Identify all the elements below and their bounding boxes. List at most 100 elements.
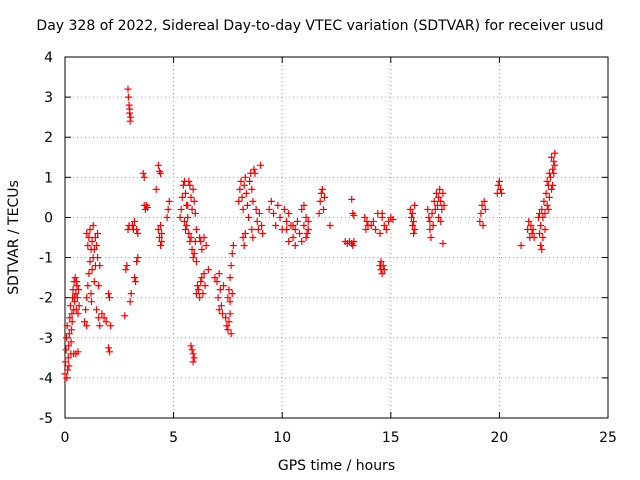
data-point xyxy=(92,306,100,314)
data-point xyxy=(545,169,553,177)
data-point xyxy=(65,362,73,370)
data-point xyxy=(283,217,291,225)
data-point xyxy=(256,161,264,169)
data-point xyxy=(224,326,232,334)
data-point xyxy=(94,229,102,237)
data-point xyxy=(326,221,334,229)
data-point xyxy=(65,342,73,350)
data-point xyxy=(236,185,244,193)
data-point xyxy=(66,302,74,310)
data-point xyxy=(363,217,371,225)
data-point xyxy=(376,229,384,237)
data-point xyxy=(410,229,418,237)
data-point xyxy=(128,221,136,229)
data-point xyxy=(272,221,280,229)
data-point xyxy=(238,193,246,201)
x-tick-label: 15 xyxy=(382,430,400,446)
data-point xyxy=(252,205,260,213)
data-point xyxy=(527,221,535,229)
data-point xyxy=(68,310,76,318)
data-point xyxy=(350,211,358,219)
data-point xyxy=(202,242,210,250)
data-point xyxy=(88,238,96,246)
data-point xyxy=(85,270,93,278)
data-point xyxy=(293,217,301,225)
data-point xyxy=(250,165,258,173)
data-point xyxy=(216,286,224,294)
data-point xyxy=(63,374,71,382)
y-tick-label: -5 xyxy=(39,411,53,427)
data-point xyxy=(369,217,377,225)
data-point xyxy=(349,242,357,250)
data-point xyxy=(529,225,537,233)
data-point xyxy=(192,290,200,298)
data-point xyxy=(180,217,188,225)
data-point xyxy=(223,322,231,330)
data-point xyxy=(426,217,434,225)
data-point xyxy=(182,189,190,197)
data-point xyxy=(479,221,487,229)
data-point xyxy=(88,266,96,274)
data-point xyxy=(300,201,308,209)
y-axis-label: SDTVAR / TECUs xyxy=(6,180,22,295)
data-point xyxy=(298,205,306,213)
data-point xyxy=(548,153,556,161)
grid-lines xyxy=(65,57,608,418)
y-tick-label: 2 xyxy=(44,130,53,146)
data-point xyxy=(280,205,288,213)
data-point xyxy=(64,354,72,362)
data-point xyxy=(186,181,194,189)
data-point xyxy=(84,282,92,290)
data-point xyxy=(198,274,206,282)
data-point xyxy=(372,225,380,233)
data-point xyxy=(189,350,197,358)
y-tick-label: -2 xyxy=(39,291,53,307)
data-point xyxy=(225,286,233,294)
data-point xyxy=(133,258,141,266)
data-point xyxy=(72,306,80,314)
data-series-sdtvar xyxy=(61,85,559,382)
data-point xyxy=(429,221,437,229)
data-point xyxy=(183,221,191,229)
data-point xyxy=(67,338,75,346)
data-point xyxy=(68,326,76,334)
data-point xyxy=(74,310,82,318)
data-point xyxy=(140,173,148,181)
x-tick-label: 25 xyxy=(599,430,617,446)
data-point xyxy=(190,197,198,205)
data-point xyxy=(126,298,134,306)
x-tick-label: 0 xyxy=(61,430,70,446)
data-point xyxy=(200,234,208,241)
data-point xyxy=(228,290,236,298)
data-point xyxy=(424,205,432,213)
data-point xyxy=(389,215,397,223)
data-point xyxy=(107,322,115,330)
data-point xyxy=(440,201,448,209)
chart-title: Day 328 of 2022, Sidereal Day-to-day VTE… xyxy=(36,18,604,34)
data-point xyxy=(289,234,297,241)
data-point xyxy=(63,334,71,342)
y-tick-label: -3 xyxy=(39,331,53,347)
data-point xyxy=(189,185,197,193)
data-point xyxy=(84,242,92,250)
data-point xyxy=(430,197,438,205)
data-point xyxy=(498,189,506,197)
data-point xyxy=(83,322,91,330)
data-point xyxy=(289,221,297,229)
data-point xyxy=(538,205,546,213)
data-point xyxy=(187,234,195,241)
data-point xyxy=(155,234,163,241)
data-point xyxy=(127,113,135,121)
data-point xyxy=(62,346,70,354)
data-point xyxy=(436,185,444,193)
data-point xyxy=(433,201,441,209)
plot-frame xyxy=(64,56,609,419)
data-point xyxy=(480,197,488,205)
data-point xyxy=(198,246,206,254)
data-point xyxy=(428,209,436,217)
data-point xyxy=(90,246,98,254)
x-tick-label: 5 xyxy=(169,430,178,446)
data-point xyxy=(144,203,152,211)
data-point xyxy=(382,225,390,233)
data-point xyxy=(152,185,160,193)
